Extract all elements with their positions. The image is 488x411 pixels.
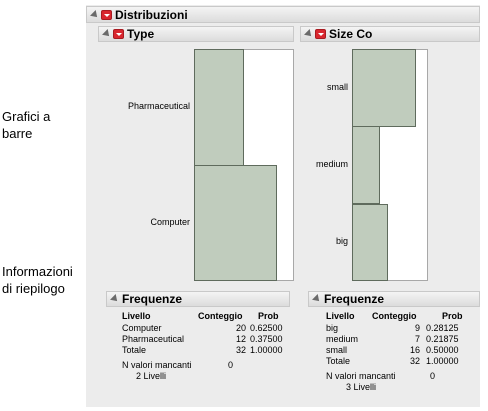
size-co-frequencies-header[interactable]: Frequenze [308,291,480,307]
table-row-count: 12 [235,334,246,344]
missing-values-label: N valori mancanti [122,360,192,370]
levels-count: 2 Livelli [136,371,167,381]
table-row-count: 16 [409,345,420,355]
table-row-count: 32 [409,356,420,366]
annotation-summary-line2: di riepilogo [2,281,65,296]
type-frequencies-header[interactable]: Frequenze [106,291,290,307]
table-row-prob: 0.50000 [426,345,459,355]
type-panel-title: Type [127,27,155,41]
size-co-frequencies-table: Livello Conteggio Prob big 9 0.28125 med… [326,311,480,411]
collapse-triangle-icon[interactable] [312,294,322,304]
annotation-summary-line1: Informazioni [2,264,73,279]
red-triangle-menu-icon[interactable] [101,10,112,20]
missing-values-count: 0 [430,371,436,381]
table-row-count: 32 [235,345,246,355]
category-label: Pharmaceutical [127,101,190,111]
bar-small[interactable] [352,49,416,127]
red-triangle-menu-icon[interactable] [315,29,326,39]
annotation-bar-charts: Grafici a barre [2,108,50,142]
col-header-prob: Prob [258,311,279,321]
type-frequencies-table: Livello Conteggio Prob Computer 20 0.625… [122,311,292,411]
category-label: small [326,82,348,92]
table-row-level: medium [326,334,359,344]
col-header-count: Conteggio [372,311,417,321]
type-bar-chart: Pharmaceutical Computer [98,45,294,285]
col-header-level: Livello [122,311,151,321]
levels-count: 3 Livelli [346,382,377,392]
table-row-prob: 0.21875 [426,334,459,344]
distributions-header[interactable]: Distribuzioni [86,6,480,23]
table-row-level: small [326,345,348,355]
col-header-prob: Prob [442,311,463,321]
distribution-report: Distribuzioni Type Pharmaceutical Compute… [86,5,480,407]
table-row-count: 20 [235,323,246,333]
table-row-count: 9 [414,323,420,333]
collapse-triangle-icon[interactable] [102,29,112,39]
category-label: medium [315,159,348,169]
size-co-panel-title: Size Co [329,27,373,41]
bar-medium[interactable] [352,126,380,204]
size-co-frequencies-title: Frequenze [324,292,385,306]
col-header-level: Livello [326,311,355,321]
missing-values-label: N valori mancanti [326,371,396,381]
table-row-prob: 1.00000 [250,345,283,355]
category-label: Computer [150,217,190,227]
collapse-triangle-icon[interactable] [110,294,120,304]
distributions-title: Distribuzioni [115,8,188,22]
table-row-level: Computer [122,323,162,333]
annotation-bar-charts-line2: barre [2,126,33,141]
table-row-prob: 1.00000 [426,356,459,366]
table-row-level: Totale [326,356,351,366]
category-label: big [335,236,348,246]
size-co-bar-chart: small medium big [300,45,480,285]
bar-big[interactable] [352,204,388,281]
collapse-triangle-icon[interactable] [90,10,100,20]
table-row-level: big [326,323,339,333]
size-co-panel-header[interactable]: Size Co [300,26,480,42]
annotation-bar-charts-line1: Grafici a [2,109,51,124]
col-header-count: Conteggio [198,311,243,321]
bar-pharmaceutical[interactable] [194,49,244,166]
collapse-triangle-icon[interactable] [304,29,314,39]
missing-values-count: 0 [228,360,234,370]
bar-computer[interactable] [194,165,277,281]
annotation-summary-info: Informazioni di riepilogo [2,263,73,297]
type-panel-header[interactable]: Type [98,26,294,42]
red-triangle-menu-icon[interactable] [113,29,124,39]
table-row-prob: 0.62500 [250,323,283,333]
type-frequencies-title: Frequenze [122,292,183,306]
table-row-prob: 0.37500 [250,334,283,344]
table-row-prob: 0.28125 [426,323,459,333]
table-row-count: 7 [414,334,420,344]
table-row-level: Pharmaceutical [122,334,185,344]
table-row-level: Totale [122,345,147,355]
